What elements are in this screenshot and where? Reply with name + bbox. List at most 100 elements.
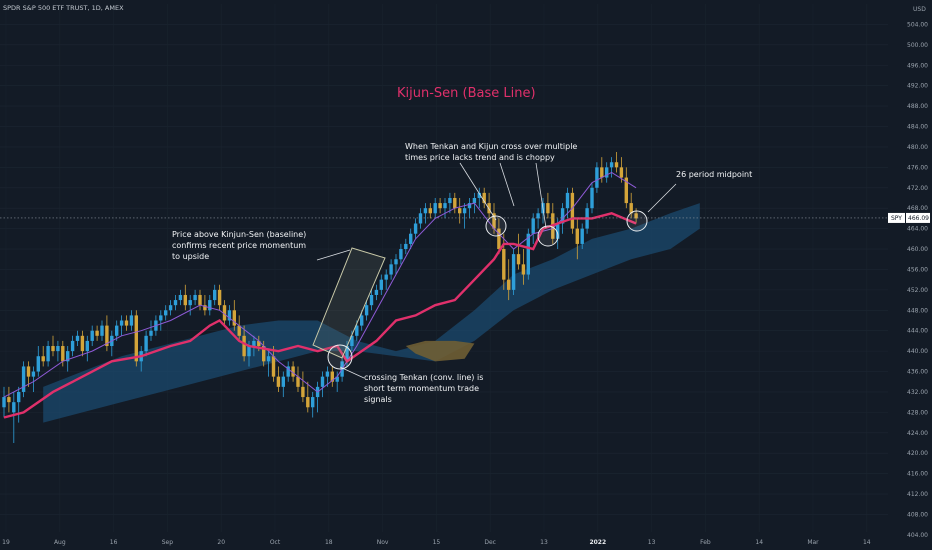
candle-body <box>286 366 290 377</box>
candle-body <box>350 335 354 347</box>
candle-body <box>325 371 330 377</box>
time-tick-label: Mar <box>807 539 819 546</box>
price-tick-label: 412.00 <box>907 491 928 498</box>
candle-body <box>159 315 163 321</box>
annotation-line: to upside <box>172 252 209 261</box>
candle-body <box>119 320 124 326</box>
price-tick-label: 448.00 <box>907 307 928 314</box>
price-axis-ticks: 404.00 408.00 412.00 416.00 420.00 424.00 428.… <box>907 21 928 538</box>
time-tick-label: 15 <box>433 539 441 546</box>
candle-body <box>311 397 315 408</box>
annotation-line: signals <box>364 395 392 404</box>
time-axis[interactable]: 19 Aug 16 Sep 20 Oct 18 Nov 15 Dec 13 2022 13 Feb 14 Ma… <box>0 532 888 550</box>
time-tick-label: 19 <box>2 539 10 546</box>
candle-body <box>66 351 70 362</box>
candle-body <box>453 197 457 209</box>
candle-body <box>203 305 207 311</box>
candle-body <box>296 376 300 387</box>
candle-body <box>222 305 227 321</box>
price-tick-label: 404.00 <box>907 532 928 539</box>
candle-body <box>129 315 134 326</box>
price-axis-bg <box>888 0 932 550</box>
candle-body <box>70 340 75 352</box>
candle-body <box>276 376 281 387</box>
candle-body <box>262 346 266 362</box>
candle-body <box>291 366 295 377</box>
candle-body <box>301 386 305 398</box>
candle-body <box>46 346 50 362</box>
pointer-line <box>459 162 497 221</box>
candle-body <box>565 192 570 209</box>
candle-body <box>188 300 192 306</box>
pointer-line <box>647 183 677 213</box>
price-tick-label: 472.00 <box>907 185 928 192</box>
cloud-bearish <box>405 340 475 362</box>
candle-body <box>467 203 472 209</box>
candle-body <box>502 249 506 280</box>
price-tag-bg <box>906 212 930 223</box>
candle-body <box>208 300 212 311</box>
time-tick-label: 13 <box>648 539 656 546</box>
highlight-circle <box>626 210 648 232</box>
candle-body <box>115 325 119 336</box>
candle-body <box>570 192 575 229</box>
candle-body <box>560 208 565 224</box>
time-tick-label: 13 <box>540 539 548 546</box>
candle-body <box>266 356 271 362</box>
price-tick-label: 436.00 <box>907 369 928 376</box>
candle-body <box>477 192 481 198</box>
annotation-line: short term momentum trade <box>364 384 479 393</box>
candle-body <box>306 397 310 408</box>
candle-body <box>105 325 109 347</box>
time-tick-label: Dec <box>484 539 496 546</box>
candle-body <box>600 167 604 178</box>
candle-body <box>90 330 94 341</box>
candle-body <box>482 192 486 204</box>
currency-label: USD <box>913 6 926 13</box>
candle-body <box>556 223 560 239</box>
annotation-line: Price above Kinjun-Sen (baseline) <box>172 230 306 239</box>
candle-body <box>12 402 16 413</box>
candle-body <box>379 279 383 290</box>
candle-body <box>21 366 26 392</box>
candle-body <box>472 197 477 204</box>
candle-body <box>590 187 594 209</box>
time-tick-label: 14 <box>755 539 763 546</box>
candle-body <box>448 197 452 204</box>
time-tick-label: Feb <box>700 539 711 546</box>
price-axis[interactable]: USD 404.00 408.00 412.00 416.00 420.00 424.00… <box>888 0 932 550</box>
candle-body <box>257 340 261 347</box>
kijun-sen-line <box>3 212 637 419</box>
candle-body <box>134 315 138 362</box>
candle-body <box>178 294 183 301</box>
annotation-baseline: Price above Kinjun-Sen (baseline) confir… <box>172 230 306 261</box>
candle-body <box>124 320 129 326</box>
candle-body <box>389 264 393 275</box>
candle-body <box>149 330 153 336</box>
candle-body <box>173 300 178 306</box>
candle-body <box>51 346 55 352</box>
time-axis-ticks: 19 Aug 16 Sep 20 Oct 18 Nov 15 Dec 13 2022 13 Feb 14 Ma… <box>2 539 871 546</box>
candle-body <box>2 397 6 408</box>
price-tick-label: 484.00 <box>907 124 928 131</box>
candle-body <box>95 330 99 336</box>
price-tick-label: 464.00 <box>907 226 928 233</box>
time-tick-label: 20 <box>217 539 225 546</box>
grid <box>0 4 888 536</box>
pointer-line <box>499 162 515 207</box>
candle-body <box>85 340 89 352</box>
time-axis-bg <box>0 532 888 550</box>
time-tick-label: Sep <box>162 539 174 546</box>
candle-body <box>458 208 462 214</box>
candle-body <box>619 167 624 178</box>
candle-body <box>516 254 521 265</box>
price-tick-label: 420.00 <box>907 450 928 457</box>
candle-body <box>394 259 398 265</box>
candle-body <box>330 371 334 382</box>
candle-body <box>164 310 168 316</box>
price-tick-label: 456.00 <box>907 266 928 273</box>
candle-body <box>17 391 21 403</box>
candle-body <box>409 233 413 244</box>
candle-body <box>399 249 403 260</box>
